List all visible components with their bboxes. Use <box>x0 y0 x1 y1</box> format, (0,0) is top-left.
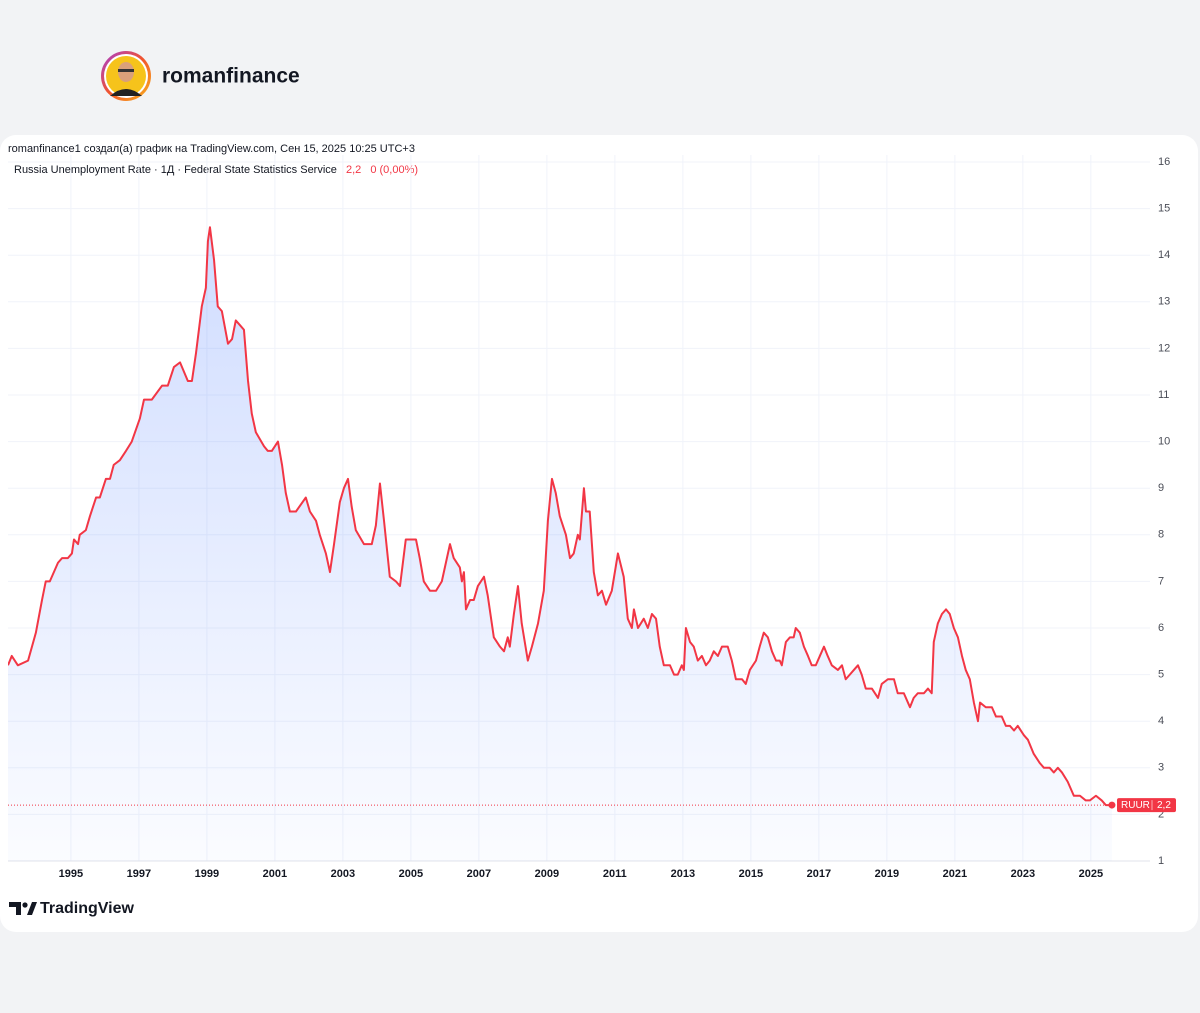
y-tick-label: 6 <box>1158 622 1164 634</box>
last-point <box>1108 801 1116 809</box>
y-tick-label: 12 <box>1158 342 1170 354</box>
y-tick-label: 2 <box>1158 808 1164 820</box>
y-tick-label: 4 <box>1158 715 1164 727</box>
chart-caption: romanfinance1 создал(а) график на Tradin… <box>8 143 415 155</box>
brand-logo <box>9 902 37 915</box>
y-tick-label: 16 <box>1158 156 1170 168</box>
x-tick-label: 2017 <box>807 868 831 880</box>
price-tag <box>1117 798 1176 813</box>
avatar[interactable] <box>101 51 151 101</box>
y-tick-label: 5 <box>1158 669 1164 681</box>
y-tick-label: 10 <box>1158 436 1170 448</box>
username[interactable]: romanfinance <box>162 65 300 88</box>
y-tick-label: 14 <box>1158 249 1170 261</box>
brand-name: TradingView <box>40 900 135 917</box>
y-tick-label: 9 <box>1158 482 1164 494</box>
x-tick-label: 2019 <box>875 868 899 880</box>
line <box>8 226 1112 807</box>
x-tick-label: 2023 <box>1011 868 1035 880</box>
x-tick-label: 2011 <box>603 868 627 880</box>
x-tick-label: 2021 <box>943 868 967 880</box>
x-tick-label: 1995 <box>59 868 83 880</box>
price-tag-value: 2,2 <box>1157 800 1171 811</box>
x-tick-label: 2025 <box>1079 868 1103 880</box>
x-tick-label: 2003 <box>331 868 355 880</box>
legend-last-value: 2,2 <box>346 164 361 176</box>
x-tick-label: 1999 <box>195 868 219 880</box>
x-tick-label: 2007 <box>467 868 491 880</box>
legend: Russia Unemployment Rate · 1Д · Federal … <box>14 164 418 176</box>
x-tick-label: 2009 <box>535 868 559 880</box>
y-tick-label: 7 <box>1158 575 1164 587</box>
x-tick-label: 1997 <box>127 868 151 880</box>
price-tag-symbol: RUUR <box>1121 800 1150 811</box>
y-tick-label: 11 <box>1158 389 1169 401</box>
y-tick-label: 8 <box>1158 529 1164 541</box>
legend-title: Russia Unemployment Rate · 1Д · Federal … <box>14 164 337 176</box>
y-tick-label: 3 <box>1158 762 1164 774</box>
y-tick-label: 1 <box>1158 855 1164 867</box>
x-tick-label: 2001 <box>263 868 287 880</box>
y-tick-label: 13 <box>1158 296 1170 308</box>
x-tick-label: 2013 <box>671 868 695 880</box>
x-tick-label: 2005 <box>399 868 423 880</box>
y-tick-label: 15 <box>1158 202 1170 214</box>
legend-change: 0 (0,00%) <box>370 164 418 176</box>
x-tick-label: 2015 <box>739 868 763 880</box>
series <box>8 226 1112 861</box>
area <box>8 227 1112 861</box>
